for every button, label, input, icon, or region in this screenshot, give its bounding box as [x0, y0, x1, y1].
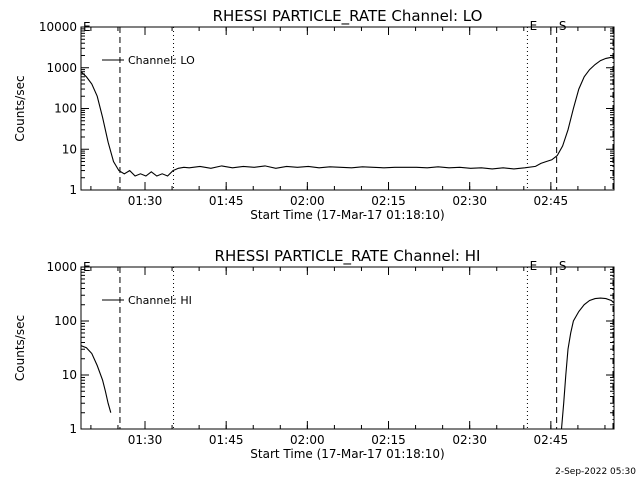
- series-line: [81, 345, 112, 413]
- chart-panel-hi: RHESSI PARTICLE_RATE Channel: HI 1 10 100 10…: [13, 247, 615, 461]
- x-tick-label: 01:30: [128, 194, 163, 208]
- x-axis-label: Start Time (17-Mar-17 01:18:10): [250, 447, 444, 461]
- x-axis-label: Start Time (17-Mar-17 01:18:10): [250, 208, 444, 222]
- x-tick-label: 01:30: [128, 433, 163, 447]
- x-tick-label: 02:45: [534, 194, 569, 208]
- corner-label: E: [83, 20, 91, 34]
- series-line: [81, 56, 614, 177]
- x-tick-label: 02:30: [452, 194, 487, 208]
- event-label: E: [530, 259, 538, 273]
- y-tick-label: 100: [54, 102, 77, 116]
- plot-frame: [80, 26, 615, 191]
- corner-label: E: [83, 260, 91, 274]
- footer-timestamp: 2-Sep-2022 05:30: [555, 467, 636, 477]
- chart-panel-lo: RHESSI PARTICLE_RATE Channel: LO 1 10 100 10…: [13, 7, 615, 222]
- x-tick-label: 02:15: [371, 194, 406, 208]
- event-label: E: [530, 19, 538, 33]
- y-tick-label: 100: [54, 314, 77, 328]
- event-label: S: [559, 259, 567, 273]
- y-tick-label: 1: [69, 422, 77, 436]
- x-tick-label: 01:45: [209, 433, 244, 447]
- y-tick-label: 10: [62, 142, 77, 156]
- event-label: S: [559, 19, 567, 33]
- x-tick-label: 01:45: [209, 194, 244, 208]
- y-tick-label: 1: [69, 183, 77, 197]
- x-tick-label: 02:30: [452, 433, 487, 447]
- y-tick-label: 1000: [46, 61, 77, 75]
- y-axis-label: Counts/sec: [13, 75, 27, 141]
- x-tick-label: 02:00: [290, 433, 325, 447]
- chart-title: RHESSI PARTICLE_RATE Channel: LO: [213, 7, 483, 26]
- y-tick-label: 10: [62, 368, 77, 382]
- legend-label: Channel: LO: [128, 54, 195, 67]
- x-tick-label: 02:00: [290, 194, 325, 208]
- y-axis-label: Counts/sec: [13, 315, 27, 381]
- x-tick-label: 02:45: [534, 433, 569, 447]
- plot-frame: [80, 266, 615, 430]
- series-line: [560, 297, 614, 429]
- legend-label: Channel: HI: [128, 294, 192, 307]
- chart-title: RHESSI PARTICLE_RATE Channel: HI: [215, 247, 481, 266]
- y-tick-label: 10000: [39, 20, 77, 34]
- x-tick-label: 02:15: [371, 433, 406, 447]
- y-tick-label: 1000: [46, 260, 77, 274]
